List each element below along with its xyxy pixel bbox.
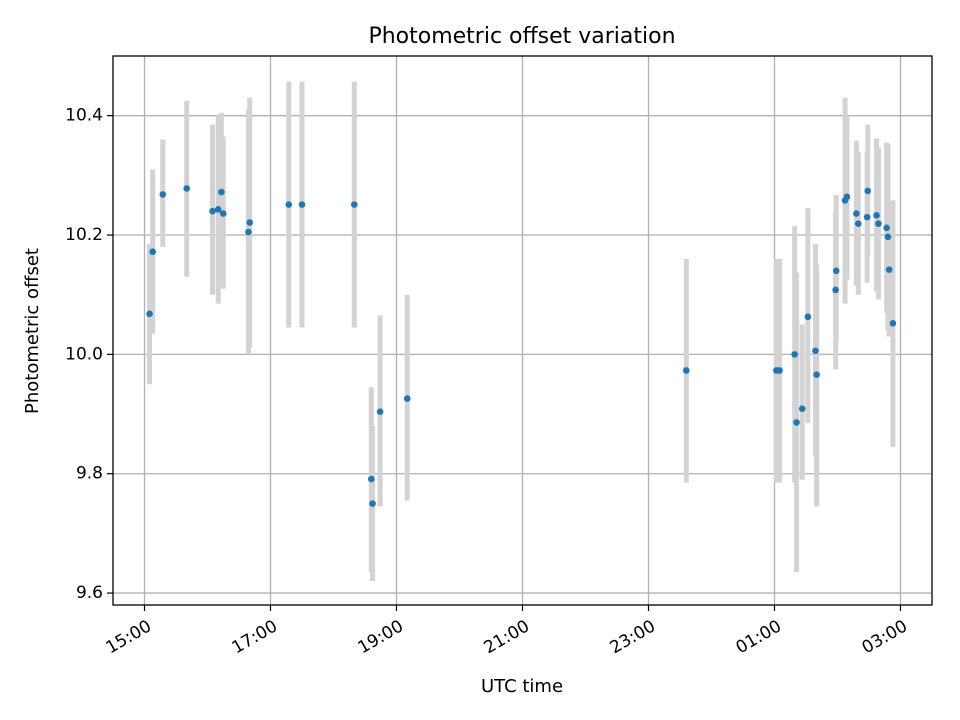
data-point: [863, 213, 871, 221]
data-point: [853, 210, 860, 217]
y-tick-label: 10.4: [65, 106, 103, 126]
x-tick-label: 23:00: [607, 616, 659, 658]
x-tick-label: 03:00: [859, 616, 911, 658]
data-point: [376, 408, 384, 415]
data-point: [285, 201, 293, 208]
data-point: [873, 212, 880, 219]
data-point: [683, 367, 690, 374]
data-points: [146, 185, 897, 507]
x-tick-label: 19:00: [355, 616, 407, 658]
data-point: [791, 351, 798, 358]
y-tick-label: 9.6: [76, 583, 103, 603]
data-point: [832, 286, 839, 294]
data-point: [854, 220, 862, 227]
data-point: [885, 266, 893, 273]
data-point: [832, 267, 840, 275]
data-point: [146, 310, 153, 318]
data-point: [159, 191, 167, 198]
data-point: [214, 206, 222, 213]
data-point: [884, 233, 892, 241]
data-point: [843, 193, 851, 201]
y-axis-label: Photometric offset: [22, 248, 43, 414]
x-axis-label: UTC time: [481, 676, 563, 697]
data-point: [804, 313, 812, 321]
x-tick-label: 21:00: [481, 616, 533, 658]
data-point: [883, 224, 890, 232]
error-bars: [147, 81, 896, 582]
chart-title: Photometric offset variation: [368, 24, 675, 49]
y-axis-ticks: 9.6 9.8 10.0 10.2 10.4: [65, 106, 113, 603]
data-point: [245, 228, 252, 236]
y-tick-label: 10.2: [65, 225, 103, 245]
x-tick-label: 01:00: [733, 616, 785, 658]
data-point: [149, 248, 156, 256]
data-point: [403, 395, 411, 402]
data-point: [369, 500, 376, 507]
data-point: [183, 185, 191, 192]
data-point: [298, 201, 306, 208]
data-point: [798, 405, 806, 412]
data-point: [368, 475, 375, 483]
x-axis-ticks: 15:00 17:00 19:00 21:00 23:00 01:00 03:00: [103, 605, 911, 658]
data-point: [812, 347, 819, 355]
data-point: [209, 207, 216, 215]
x-tick-label: 17:00: [229, 616, 281, 658]
y-tick-label: 9.8: [76, 464, 103, 484]
data-point: [218, 188, 225, 196]
data-point: [246, 219, 254, 226]
data-point: [350, 201, 358, 208]
y-tick-label: 10.0: [65, 344, 103, 364]
x-tick-label: 15:00: [103, 616, 155, 658]
data-point: [875, 220, 882, 227]
data-point: [776, 367, 783, 374]
data-point: [813, 371, 821, 378]
data-point: [889, 320, 897, 327]
data-point: [864, 187, 872, 195]
data-point: [793, 419, 800, 426]
data-point: [219, 210, 227, 217]
